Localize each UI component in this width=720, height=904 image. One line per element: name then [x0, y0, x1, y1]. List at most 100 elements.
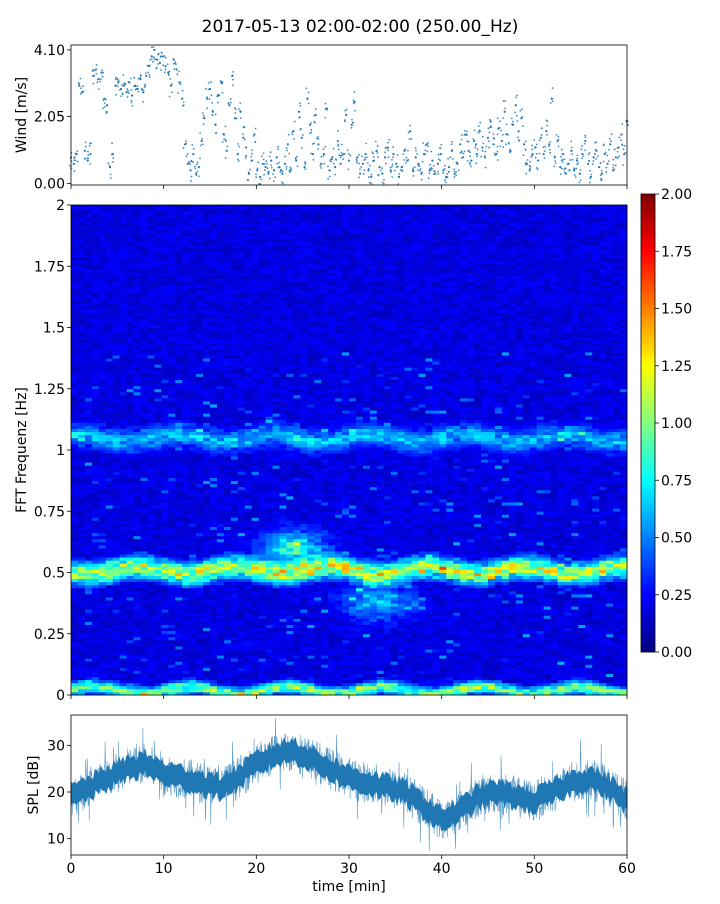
spectrogram-cell — [127, 667, 134, 670]
spectrogram-cell — [453, 674, 460, 677]
spectrogram-cell — [161, 551, 168, 554]
spectrogram-cell — [154, 551, 161, 554]
spectrogram-cell — [85, 551, 92, 554]
spectrogram-cell — [592, 563, 599, 566]
spectrogram-cell — [203, 640, 210, 643]
spectrogram-cell — [92, 615, 99, 618]
wind-point-scatter — [469, 151, 471, 153]
spectrogram-cell — [293, 545, 300, 548]
spectrogram-cell — [182, 628, 189, 631]
wind-point-scatter — [623, 148, 625, 150]
spectrogram-cell — [161, 612, 168, 615]
spectrogram-cell — [342, 588, 349, 591]
spectrogram-cell — [432, 671, 439, 674]
spectrogram-cell — [460, 573, 467, 576]
spectrogram-cell — [370, 606, 377, 609]
spectrogram-cell — [363, 588, 370, 591]
spectrogram-cell — [405, 545, 412, 548]
spectrogram-cell — [377, 631, 384, 634]
spectrogram-cell — [349, 548, 356, 551]
wind-point — [356, 156, 358, 158]
spectrogram-cell — [509, 618, 516, 621]
wind-point-scatter — [313, 159, 315, 161]
wind-point-scatter — [277, 146, 279, 148]
spectrogram-cell — [530, 594, 537, 597]
spectrogram-cell — [300, 554, 307, 557]
spectrogram-cell — [168, 591, 175, 594]
spectrogram-cell — [161, 634, 168, 637]
spectrogram-cell — [259, 591, 266, 594]
spectrogram-cell — [85, 661, 92, 664]
wind-point-scatter — [123, 84, 125, 86]
wind-point-scatter — [205, 88, 207, 90]
wind-point-scatter — [235, 109, 237, 111]
spectrogram-cell — [154, 579, 161, 582]
spectrogram-cell — [599, 591, 606, 594]
spectrogram-cell — [92, 573, 99, 576]
wind-point-scatter — [430, 169, 432, 171]
spectrogram-cell — [224, 554, 231, 557]
spectrogram-cell — [134, 569, 141, 572]
spectrogram-cell — [286, 548, 293, 551]
spectrogram-cell — [446, 612, 453, 615]
spectrogram-cell — [620, 569, 627, 572]
wind-point-scatter — [265, 160, 267, 162]
wind-point-scatter — [388, 156, 390, 158]
spectrogram-cell — [377, 649, 384, 652]
wind-point-scatter — [461, 139, 463, 141]
spectrogram-cell — [523, 579, 530, 582]
spectrogram-cell — [335, 563, 342, 566]
wind-point-scatter — [93, 75, 95, 77]
spectrogram-cell — [71, 545, 78, 548]
spectrogram-cell — [502, 597, 509, 600]
spectrogram-cell — [467, 585, 474, 588]
spectrogram-cell — [273, 637, 280, 640]
spectrogram-cell — [571, 554, 578, 557]
wind-point-scatter — [156, 67, 158, 69]
spectrogram-cell — [599, 576, 606, 579]
spectrogram-cell — [349, 683, 356, 686]
wind-point-scatter — [310, 122, 312, 124]
spectrogram-cell — [349, 634, 356, 637]
spectrogram-cell — [273, 680, 280, 683]
spectrogram-cell — [217, 585, 224, 588]
spectrogram-cell — [238, 582, 245, 585]
spectrogram-cell — [224, 563, 231, 566]
spectrogram-cell — [92, 683, 99, 686]
wind-point — [501, 140, 503, 142]
spectrogram-cell — [467, 631, 474, 634]
spectrogram-cell — [370, 551, 377, 554]
spectrogram-cell — [592, 588, 599, 591]
spectrogram-cell — [92, 591, 99, 594]
spectrogram-cell — [349, 646, 356, 649]
spectrogram-cell — [551, 683, 558, 686]
spectrogram-cell — [210, 661, 217, 664]
spectrogram-cell — [342, 582, 349, 585]
spectrogram-cell — [85, 594, 92, 597]
wind-point-scatter — [371, 174, 373, 176]
spectrogram-cell — [196, 542, 203, 545]
spectrogram-cell — [238, 625, 245, 628]
spectrogram-cell — [189, 634, 196, 637]
spectrogram-cell — [502, 640, 509, 643]
spectrogram-cell — [314, 557, 321, 560]
wind-point-scatter — [401, 166, 403, 168]
spectrogram-cell — [530, 631, 537, 634]
spectrogram-cell — [328, 655, 335, 658]
spectrogram-cell — [564, 671, 571, 674]
spectrogram-cell — [370, 573, 377, 576]
spectrogram-cell — [467, 618, 474, 621]
spectrogram-cell — [266, 569, 273, 572]
spectrogram-cell — [321, 622, 328, 625]
spectrogram-cell — [175, 686, 182, 689]
spectrogram-cell — [266, 649, 273, 652]
spectrogram-cell — [495, 686, 502, 689]
spectrogram-cell — [314, 689, 321, 692]
spectrogram-cell — [377, 640, 384, 643]
spectrogram-cell — [606, 661, 613, 664]
wind-point-scatter — [509, 149, 511, 151]
spectrogram-cell — [161, 677, 168, 680]
spectrogram-cell — [530, 689, 537, 692]
spectrogram-cell — [273, 557, 280, 560]
spectrogram-cell — [85, 649, 92, 652]
